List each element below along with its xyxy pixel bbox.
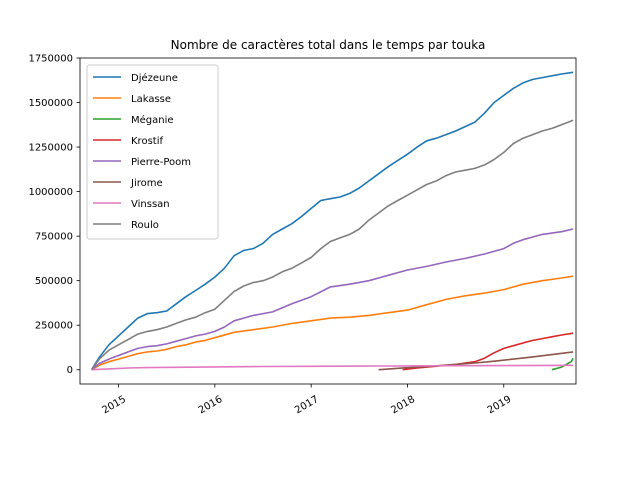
x-tick-label: 2016 bbox=[197, 394, 225, 416]
x-tick-label: 2015 bbox=[100, 394, 128, 416]
y-tick-label: 1750000 bbox=[28, 54, 73, 65]
y-tick-label: 1250000 bbox=[28, 143, 73, 154]
series-line-3 bbox=[402, 332, 574, 371]
series-line-4 bbox=[91, 228, 574, 371]
legend-label: Jirome bbox=[130, 178, 163, 189]
series-layer bbox=[90, 71, 574, 371]
x-tick-label: 2019 bbox=[486, 394, 514, 416]
x-tick-label: 2017 bbox=[293, 394, 321, 416]
series-line-6 bbox=[91, 364, 574, 371]
chart-title: Nombre de caractères total dans le temps… bbox=[171, 38, 486, 52]
legend-label: Pierre-Poom bbox=[131, 157, 191, 168]
series-line-2 bbox=[551, 357, 574, 371]
legend-label: Méganie bbox=[131, 114, 174, 126]
y-tick-label: 500000 bbox=[35, 276, 73, 287]
series-line-7 bbox=[90, 119, 574, 371]
plot-frame bbox=[79, 57, 577, 385]
y-tick-label: 1000000 bbox=[28, 187, 73, 198]
series-line-5 bbox=[378, 351, 574, 371]
x-tick-label: 2018 bbox=[389, 394, 417, 416]
y-tick-label: 750000 bbox=[35, 232, 73, 243]
legend-label: Krostif bbox=[131, 136, 163, 147]
legend-label: Lakasse bbox=[131, 94, 171, 105]
legend-box bbox=[86, 64, 219, 240]
y-tick-label: 250000 bbox=[35, 321, 73, 332]
legend: Djézeune Lakasse Méganie Krostif Pierre-Poom… bbox=[86, 64, 219, 240]
series-line-1 bbox=[91, 275, 574, 371]
series-line-0 bbox=[90, 71, 574, 371]
y-tick-label: 0 bbox=[67, 365, 73, 376]
y-tick-label: 1500000 bbox=[28, 98, 73, 109]
legend-label: Vinssan bbox=[131, 199, 170, 210]
legend-label: Djézeune bbox=[131, 72, 178, 84]
legend-label: Roulo bbox=[131, 220, 159, 231]
